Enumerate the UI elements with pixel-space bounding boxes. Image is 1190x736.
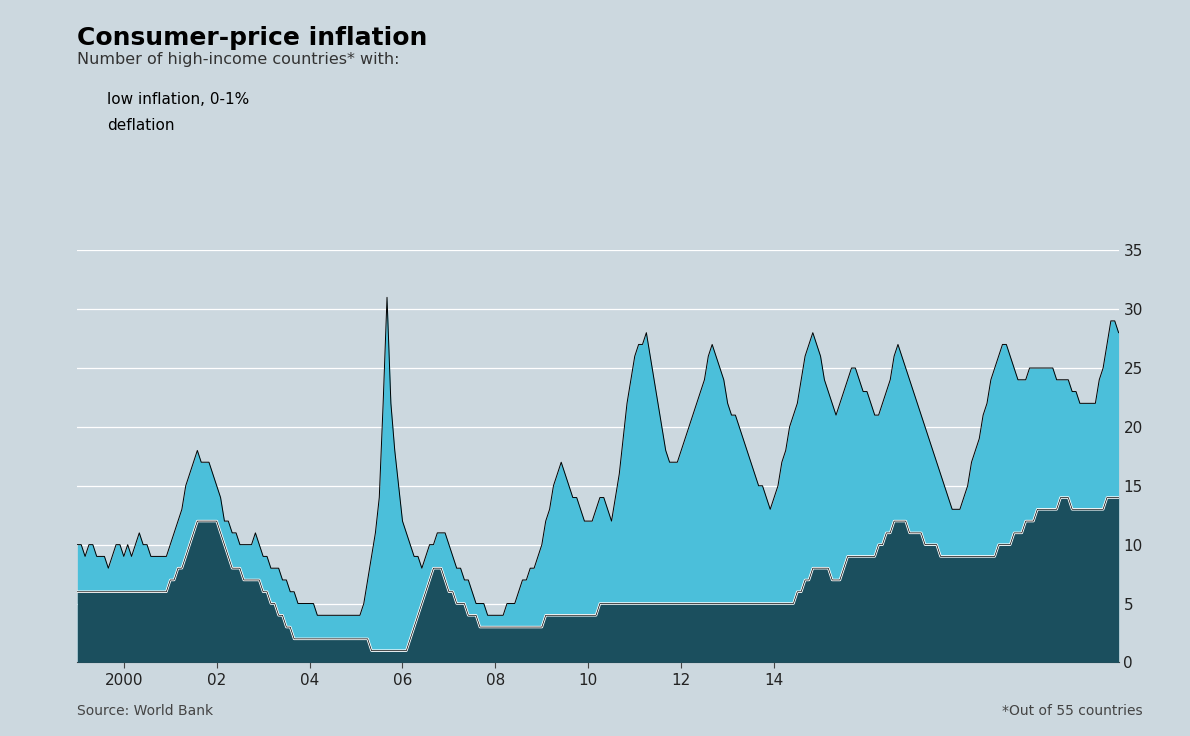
- Text: Source: World Bank: Source: World Bank: [77, 704, 213, 718]
- Text: low inflation, 0-1%: low inflation, 0-1%: [107, 92, 250, 107]
- Text: Consumer-price inflation: Consumer-price inflation: [77, 26, 427, 50]
- Text: deflation: deflation: [107, 118, 175, 132]
- Text: Number of high-income countries* with:: Number of high-income countries* with:: [77, 52, 400, 66]
- Text: *Out of 55 countries: *Out of 55 countries: [1002, 704, 1142, 718]
